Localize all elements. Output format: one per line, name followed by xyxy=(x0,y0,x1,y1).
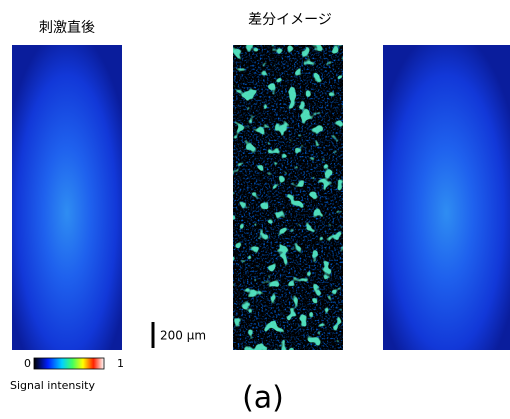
colorbar-label: Signal intensity xyxy=(10,379,95,392)
figure: 刺激直後 差分イメージ 200 µm 0 1 Signal intensity … xyxy=(0,0,510,419)
middle-title: 差分イメージ xyxy=(248,12,332,28)
colorbar-min: 0 xyxy=(24,357,31,370)
image-right xyxy=(383,45,510,350)
left-title: 刺激直後 xyxy=(39,19,95,36)
scale-bar-label: 200 µm xyxy=(160,329,206,343)
colorbar-max: 1 xyxy=(117,357,124,370)
image-left xyxy=(12,45,122,350)
colorbar xyxy=(34,358,104,369)
panel-label: (a) xyxy=(242,381,284,416)
image-middle xyxy=(233,45,343,350)
